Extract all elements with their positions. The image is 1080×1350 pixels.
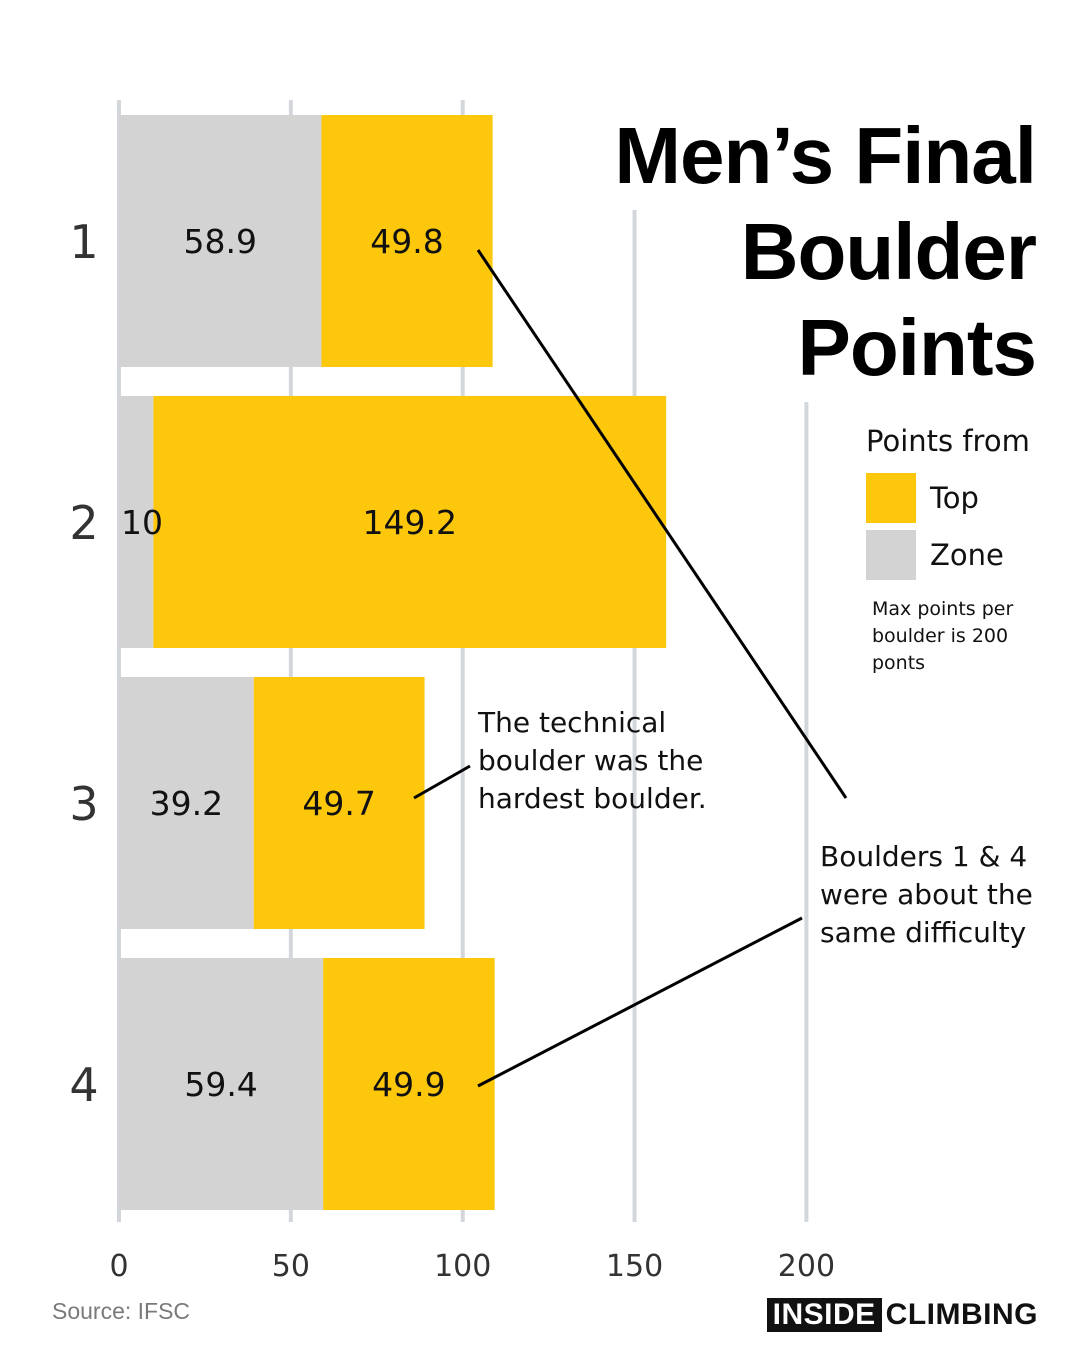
data-label-zone: 39.2: [150, 784, 223, 823]
data-label-top: 149.2: [363, 503, 457, 542]
bar-top: [253, 677, 425, 929]
title-line: Men’s Final: [614, 111, 1037, 200]
legend-swatch-top: [866, 473, 916, 523]
bar-top: [153, 396, 667, 648]
annotation-leader-line: [477, 916, 803, 1088]
brand-logo-text: CLIMBING: [885, 1298, 1038, 1331]
x-tick-label: 50: [272, 1249, 310, 1284]
legend: Points from Top Zone: [866, 424, 1030, 586]
annotation-boulder-3: The technical boulder was the hardest bo…: [478, 706, 707, 815]
bar-zone: [119, 958, 324, 1210]
legend-label: Zone: [930, 538, 1004, 572]
data-label-zone: 10: [121, 503, 163, 542]
brand-logo-box: INSIDE: [766, 1298, 882, 1332]
data-label-zone: 58.9: [183, 222, 256, 261]
category-label: 2: [69, 496, 98, 550]
data-label-top: 49.7: [302, 784, 375, 823]
legend-item-top: Top: [866, 472, 1030, 524]
title-line: Points: [797, 303, 1037, 392]
source-note: Source: IFSC: [52, 1298, 191, 1324]
x-axis-tick-labels: 0 50 100 150 200: [109, 1249, 835, 1284]
category-label: 4: [69, 1058, 98, 1112]
legend-title: Points from: [866, 424, 1030, 458]
x-tick-label: 0: [109, 1249, 128, 1284]
bar-zone: [119, 677, 254, 929]
title-line: Boulder: [740, 207, 1037, 296]
legend-swatch-zone: [866, 530, 916, 580]
chart-title: Men’s Final Boulder Points: [516, 108, 1037, 396]
brand-logo: INSIDE CLIMBING: [766, 1298, 1038, 1332]
annotation-leader-lines: [413, 249, 848, 1088]
annotation-boulders-1-4: Boulders 1 & 4 were about the same diffi…: [820, 840, 1033, 949]
annotation-leader-line: [476, 249, 848, 799]
legend-note: Max points per boulder is 200 ponts: [872, 598, 1014, 674]
category-labels: 1 2 3 4: [69, 215, 98, 1112]
x-tick-label: 200: [778, 1249, 835, 1284]
bar-top: [321, 115, 493, 367]
legend-item-zone: Zone: [866, 529, 1030, 581]
bars: 58.9 49.8 10 149.2 39.2 49.7 59.4 49.9: [119, 115, 667, 1210]
x-tick-label: 100: [434, 1249, 491, 1284]
category-label: 1: [69, 215, 98, 269]
annotation-leader-line: [413, 764, 471, 800]
bar-zone: [119, 115, 322, 367]
bar-top: [323, 958, 495, 1210]
data-label-top: 49.8: [370, 222, 443, 261]
legend-label: Top: [930, 481, 979, 515]
data-label-top: 49.9: [372, 1065, 445, 1104]
data-label-zone: 59.4: [184, 1065, 257, 1104]
x-tick-label: 150: [606, 1249, 663, 1284]
category-label: 3: [69, 777, 98, 831]
bar-zone: [119, 396, 154, 648]
